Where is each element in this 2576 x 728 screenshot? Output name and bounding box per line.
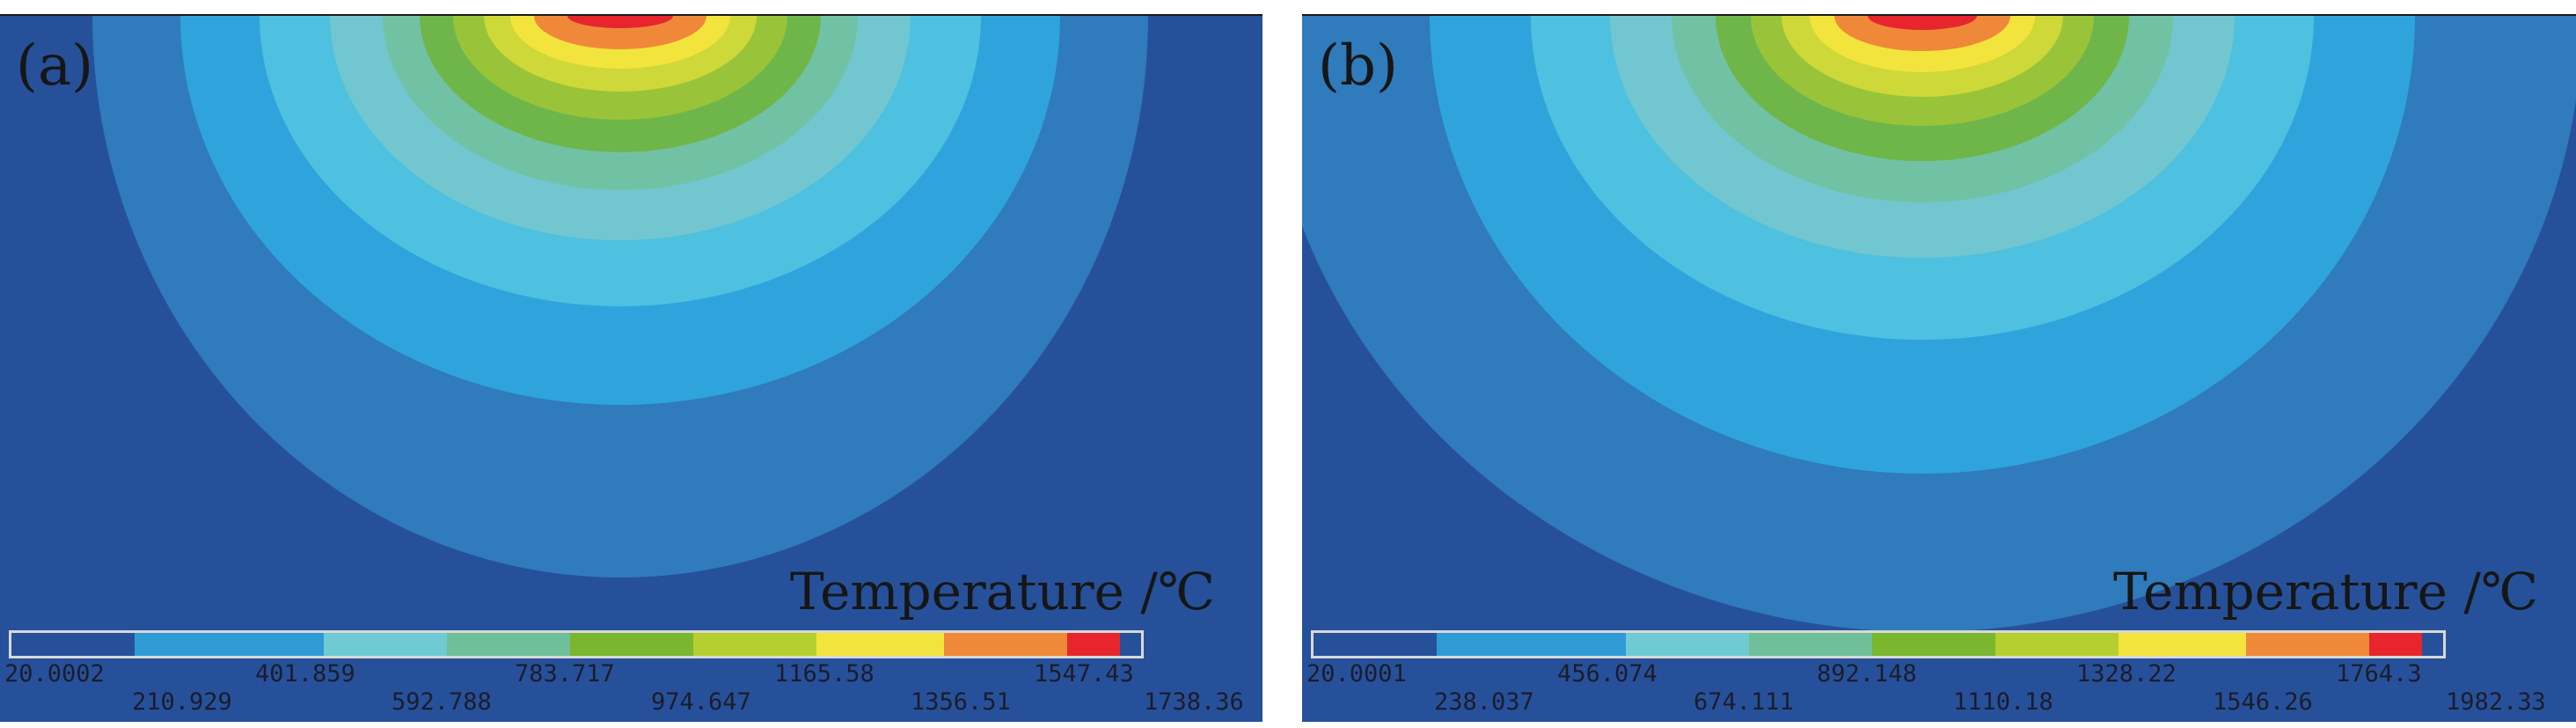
scale-tick-label: 1110.18 — [1953, 688, 2053, 716]
scale-tick-label: 1546.26 — [2213, 688, 2313, 716]
color-scale-segment — [944, 633, 1067, 656]
scale-tick-label: 456.074 — [1557, 660, 1658, 688]
legend-title: Temperature /℃ — [2113, 562, 2538, 621]
contour-band — [1834, 16, 2010, 51]
color-scale-segment — [2246, 633, 2369, 656]
legend-title: Temperature /℃ — [790, 562, 1215, 621]
scale-tick-label: 1738.36 — [1144, 688, 1244, 716]
color-scale-segment — [135, 633, 324, 656]
color-scale-segment — [816, 633, 944, 656]
temperature-contour-plot — [1302, 16, 2576, 722]
scale-tick-label: 1547.43 — [1034, 660, 1134, 688]
color-scale-segment — [2369, 633, 2422, 656]
color-scale-segment — [1314, 633, 1437, 656]
temperature-field-panel-b: (b) Temperature /℃ 20.0001 456.074 892.148… — [1302, 14, 2576, 722]
scale-tick-label: 674.111 — [1694, 688, 1794, 716]
scale-tick-label: 1356.51 — [911, 688, 1011, 716]
scale-tick-label: 892.148 — [1817, 660, 1917, 688]
temperature-contour-plot — [0, 16, 1262, 722]
color-scale-bar — [9, 630, 1144, 658]
color-scale-segment — [324, 633, 447, 656]
panel-label: (a) — [16, 33, 94, 99]
scale-tick-label: 974.647 — [651, 688, 751, 716]
color-scale-segment — [570, 633, 693, 656]
scale-tick-label: 20.0002 — [4, 660, 105, 688]
scale-tick-label: 1328.22 — [2076, 660, 2177, 688]
color-scale-segment — [1749, 633, 1872, 656]
color-scale-segment — [693, 633, 816, 656]
scale-tick-label: 401.859 — [255, 660, 355, 688]
scale-tick-label: 592.788 — [392, 688, 492, 716]
color-scale-segment — [2119, 633, 2246, 656]
scale-tick-label: 20.0001 — [1306, 660, 1407, 688]
contour-band — [534, 16, 706, 49]
color-scale-segment — [447, 633, 570, 656]
color-scale-segment — [1437, 633, 1626, 656]
contour-band — [1868, 16, 1977, 30]
scale-tick-label: 1982.33 — [2446, 688, 2546, 716]
color-scale-segment — [1626, 633, 1749, 656]
scale-tick-label: 1165.58 — [774, 660, 875, 688]
scale-tick-label: 210.929 — [132, 688, 232, 716]
color-scale-bar — [1311, 630, 2446, 658]
color-scale-segment — [11, 633, 135, 656]
color-scale-segment — [1067, 633, 1120, 656]
color-scale-segment — [1872, 633, 1995, 656]
color-scale-segment — [1995, 633, 2119, 656]
panel-label: (b) — [1318, 33, 1398, 99]
scale-tick-label: 238.037 — [1434, 688, 1534, 716]
scale-tick-label: 783.717 — [515, 660, 615, 688]
scale-tick-label: 1764.3 — [2336, 660, 2422, 688]
temperature-field-panel-a: (a) Temperature /℃ 20.0002 401.859 783.717… — [0, 14, 1262, 722]
contour-band — [567, 16, 673, 28]
